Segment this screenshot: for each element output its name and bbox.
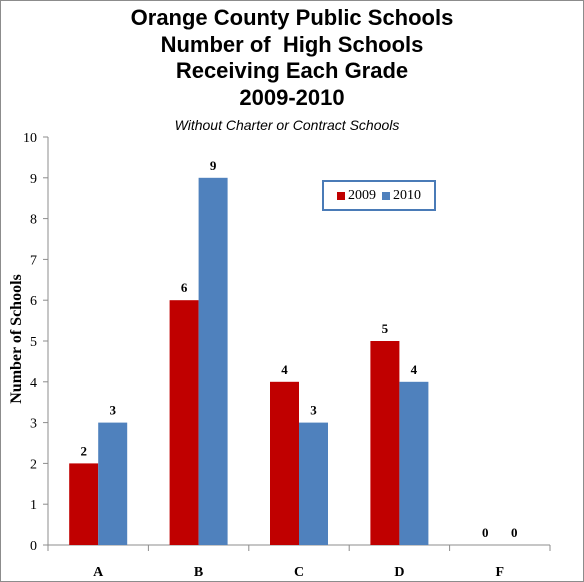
x-tick-label: C — [294, 565, 304, 580]
chart-legend: 2009 2010 — [322, 180, 436, 211]
chart-title-line: Receiving Each Grade — [175, 58, 409, 83]
x-tick-label: F — [496, 565, 505, 580]
y-tick-label: 10 — [23, 131, 37, 146]
y-tick-label: 7 — [30, 253, 37, 268]
data-labels: 2 6 4 5 0 3 9 3 4 0 — [80, 158, 517, 540]
y-tick-label: 1 — [30, 498, 37, 513]
data-label: 0 — [482, 525, 489, 540]
data-label: 5 — [382, 321, 389, 336]
legend-swatch-2010 — [382, 191, 390, 200]
data-label: 3 — [310, 403, 317, 418]
data-label: 3 — [109, 403, 116, 418]
bar-2009 — [370, 341, 400, 545]
x-tick-label: B — [194, 565, 203, 580]
legend-label-2010: 2010 — [393, 187, 421, 203]
chart-title-line: Orange County Public Schools — [130, 5, 454, 30]
bar-2010 — [198, 177, 228, 546]
x-tick-label: D — [394, 565, 404, 580]
data-label: 2 — [80, 443, 87, 458]
legend-item-2010: 2010 — [382, 188, 421, 204]
y-tick-label: 4 — [30, 376, 37, 391]
y-tick-label: 5 — [30, 335, 37, 350]
legend-swatch-2009 — [337, 191, 345, 200]
legend-item-2009: 2009 — [337, 188, 376, 204]
data-label: 9 — [210, 158, 217, 173]
bar-2009 — [69, 463, 99, 545]
data-label: 4 — [281, 362, 288, 377]
bar-2009 — [169, 300, 199, 545]
legend-label-2009: 2009 — [348, 187, 376, 203]
chart-title-line: 2009-2010 — [239, 84, 345, 110]
bar-2010 — [399, 381, 429, 545]
y-tick-label: 3 — [30, 417, 37, 432]
bar-2010 — [299, 422, 328, 545]
y-tick-label: 8 — [30, 213, 37, 228]
chart-title-line: Number of High Schools — [160, 31, 424, 57]
y-tick-label: 0 — [30, 539, 37, 554]
y-axis-ticks: 0 1 2 3 4 5 6 7 8 9 10 — [23, 131, 48, 554]
x-tick-label: A — [93, 565, 104, 580]
chart-subtitle: Without Charter or Contract Schools — [174, 117, 400, 133]
data-label: 0 — [511, 525, 518, 540]
bar-2009 — [270, 381, 299, 545]
data-label: 4 — [411, 362, 418, 377]
bar-2010 — [98, 422, 128, 545]
y-tick-label: 6 — [30, 294, 37, 309]
bar-group — [69, 177, 429, 546]
y-axis-label: Number of Schools — [8, 274, 25, 404]
chart-title: Orange County Public Schools Number of H… — [0, 5, 584, 111]
y-tick-label: 2 — [30, 457, 37, 472]
y-tick-label: 9 — [30, 172, 37, 187]
data-label: 6 — [181, 280, 188, 295]
